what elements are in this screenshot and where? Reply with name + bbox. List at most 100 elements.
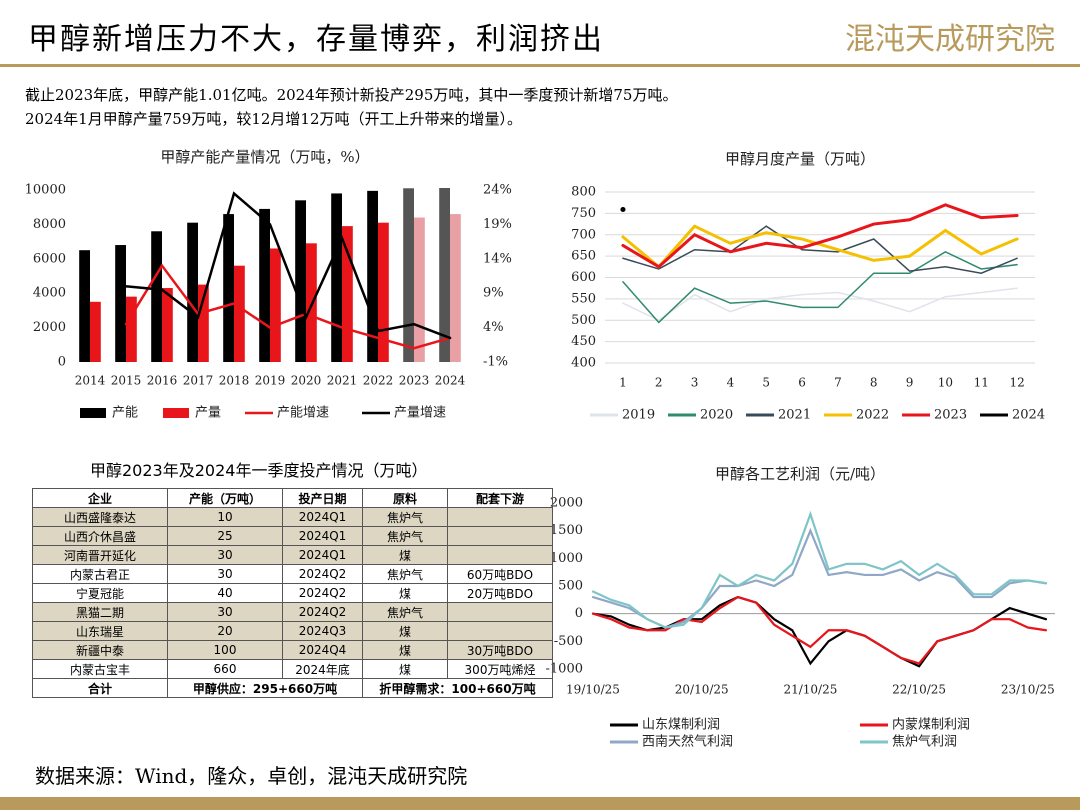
line	[591, 595, 1048, 665]
y-tick-label: -500	[554, 634, 583, 649]
bar	[378, 222, 389, 362]
table-row: 合计 甲醇供应：295+660万吨 折甲醇需求：100+660万吨	[32, 678, 553, 698]
y-tick-label: 650	[571, 249, 596, 264]
chart-title: 甲醇产能产量情况（万吨，%）	[160, 148, 369, 166]
x-tick-label: 2022	[363, 374, 394, 388]
legend-label: 2023	[934, 408, 967, 423]
chart-title: 甲醇各工艺利润（元/吨）	[715, 465, 885, 483]
table-cell: 焦炉气	[362, 507, 448, 527]
table-cell: 焦炉气	[362, 564, 448, 584]
legend-label: 山东煤制利润	[642, 718, 720, 733]
table-cell: 煤	[362, 545, 448, 565]
legend-label: 焦炉气利润	[892, 734, 957, 750]
y-tick-label: -1%	[483, 355, 508, 370]
y-tick-label: 2000	[550, 496, 583, 511]
x-tick-label: 2024	[435, 374, 466, 388]
x-tick-label: 2021	[327, 374, 358, 388]
table-cell	[447, 526, 553, 546]
title: 甲醇新增压力不大，存量博弈，利润挤出	[28, 22, 604, 57]
table-cell: 20	[167, 621, 283, 641]
table-cell: 2024Q1	[282, 526, 363, 546]
table-cell	[447, 602, 553, 622]
y-tick-label: 550	[571, 291, 596, 306]
table-cell: 煤	[362, 640, 448, 660]
x-tick-label: 12	[1009, 376, 1024, 390]
bar	[342, 226, 353, 362]
y-tick-label: 500	[571, 313, 596, 328]
y-tick-label: 24%	[483, 183, 512, 198]
line	[124, 263, 452, 350]
legend-label: 内蒙煤制利润	[892, 717, 970, 733]
table-cell: 2024Q1	[282, 507, 363, 527]
table-row: 河南晋开延化 30 2024Q1 煤	[32, 545, 553, 565]
bar	[450, 214, 461, 362]
x-tick-label: 19/10/25	[566, 683, 620, 697]
line	[591, 510, 1048, 629]
legend-label: 2021	[778, 408, 811, 423]
table-cell: 合计	[32, 678, 168, 698]
table-cell: 黑猫二期	[32, 602, 168, 622]
table-cell: 宁夏冠能	[32, 583, 168, 603]
table-cell: 煤	[362, 583, 448, 603]
legend-label: 2019	[622, 408, 655, 423]
table-cell: 60万吨BDO	[447, 564, 553, 584]
y-tick-label: 0	[575, 606, 583, 621]
y-tick-label: 1000	[550, 551, 583, 566]
line	[622, 225, 1018, 275]
legend-label: 2024	[1012, 408, 1045, 423]
x-tick-label: 2019	[255, 374, 286, 388]
table-cell: 2024Q2	[282, 583, 363, 603]
footer-bar	[0, 797, 1080, 810]
x-tick-label: 2018	[219, 374, 250, 388]
header-rule	[0, 64, 1080, 67]
x-tick-label: 8	[870, 376, 878, 390]
table-row: 山西盛隆泰达 10 2024Q1 焦炉气	[32, 507, 553, 527]
x-tick-label: 3	[691, 376, 699, 390]
x-tick-label: 4	[727, 376, 735, 390]
table-cell: 2024年底	[282, 659, 363, 679]
table-cell: 河南晋开延化	[32, 545, 168, 565]
y-tick-label: 4000	[33, 286, 66, 301]
bar	[126, 296, 137, 362]
line	[591, 595, 1048, 668]
table-cell: 煤	[362, 659, 448, 679]
y-tick-label: 800	[571, 185, 596, 200]
legend-label: 西南天然气利润	[642, 734, 733, 750]
chart-title: 甲醇月度产量（万吨）	[725, 150, 875, 168]
bar	[162, 288, 173, 362]
table-cell: 10	[167, 507, 283, 527]
table-cell: 20万吨BDO	[447, 583, 553, 603]
bar	[115, 245, 126, 362]
table-cell: 投产日期	[282, 488, 363, 508]
plot	[79, 188, 461, 362]
table-cell: 内蒙古君正	[32, 564, 168, 584]
bar	[331, 193, 342, 362]
table-cell: 300万吨烯烃	[447, 659, 553, 679]
table-row: 山西介休昌盛 25 2024Q1 焦炉气	[32, 526, 553, 546]
table-cell: 原料	[362, 488, 448, 508]
x-tick-label: 2015	[111, 374, 142, 388]
y-tick-label: 450	[571, 334, 596, 349]
x-tick-label: 21/10/25	[783, 683, 837, 697]
bar	[79, 250, 90, 362]
bar	[259, 208, 270, 362]
x-tick-label: 2020	[291, 374, 322, 388]
y-tick-label: 1500	[550, 523, 583, 538]
bar	[295, 200, 306, 362]
y-tick-label: 600	[571, 270, 596, 285]
table-cell: 2024Q3	[282, 621, 363, 641]
x-tick-label: 2014	[75, 374, 106, 388]
table-row: 宁夏冠能 40 2024Q2 煤 20万吨BDO	[32, 583, 553, 603]
table-cell: 40	[167, 583, 283, 603]
table-cell: 2024Q2	[282, 602, 363, 622]
bar	[367, 190, 378, 362]
bar	[414, 217, 425, 362]
legend-swatch	[80, 408, 106, 418]
x-tick-label: 5	[762, 376, 770, 390]
table-cell: 2024Q4	[282, 640, 363, 660]
y-tick-label: 10000	[25, 183, 66, 198]
table-cell: 30万吨BDO	[447, 640, 553, 660]
table-cell	[447, 621, 553, 641]
